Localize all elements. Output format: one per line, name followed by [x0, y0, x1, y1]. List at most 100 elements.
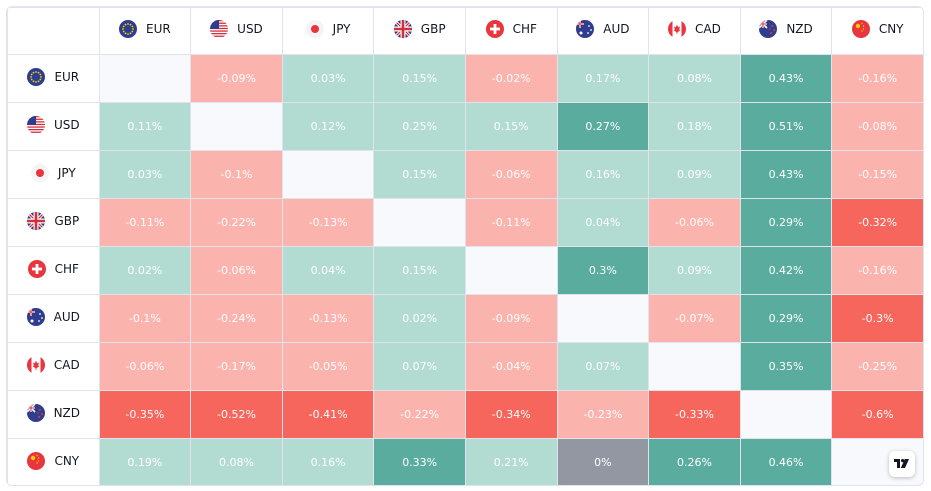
rate-cell[interactable]: -0.11% [98, 198, 192, 247]
currency-code-label: USD [237, 22, 263, 36]
rate-cell[interactable]: -0.08% [831, 102, 923, 151]
rate-cell[interactable]: -0.13% [281, 294, 375, 343]
rate-cell[interactable]: 0.07% [556, 342, 650, 391]
rate-cell[interactable]: 0.08% [190, 438, 283, 485]
rate-cell[interactable]: 0.33% [373, 438, 466, 485]
rate-cell[interactable]: 0.17% [556, 54, 650, 103]
rate-cell[interactable]: 0.18% [648, 102, 741, 151]
row-header-cny[interactable]: CNY [7, 438, 100, 485]
rate-cell[interactable]: -0.23% [556, 390, 650, 439]
row-header-chf[interactable]: CHF [7, 246, 100, 295]
rate-cell[interactable]: -0.1% [190, 150, 283, 199]
column-header-chf[interactable]: CHF [464, 7, 558, 55]
rate-cell[interactable]: 0.07% [373, 342, 466, 391]
rate-cell[interactable]: 0.19% [98, 438, 192, 485]
rate-cell[interactable]: -0.6% [831, 390, 923, 439]
rate-cell[interactable]: -0.06% [648, 198, 741, 247]
column-header-gbp[interactable]: GBP [373, 7, 466, 55]
row-header-usd[interactable]: USD [7, 102, 100, 151]
rate-cell[interactable]: -0.11% [464, 198, 558, 247]
rate-cell[interactable]: -0.09% [190, 54, 283, 103]
gb-flag-icon [393, 20, 412, 38]
rate-cell[interactable]: -0.04% [464, 342, 558, 391]
rate-cell[interactable]: -0.22% [190, 198, 283, 247]
nz-flag-icon [26, 403, 45, 422]
rate-cell[interactable]: -0.22% [373, 390, 466, 439]
row-header-nzd[interactable]: NZD [7, 390, 100, 439]
row-label-cad: CAD [26, 355, 80, 374]
row-label-cny: CNY [27, 451, 79, 470]
rate-cell[interactable]: 0.27% [556, 102, 650, 151]
ch-flag-icon [27, 259, 46, 278]
rate-cell[interactable]: -0.06% [190, 246, 283, 295]
rate-cell[interactable]: -0.05% [281, 342, 375, 391]
rate-cell[interactable]: 0.29% [739, 294, 833, 343]
rate-cell[interactable]: 0.42% [739, 246, 833, 295]
rate-cell[interactable]: 0% [556, 438, 650, 485]
rate-cell[interactable]: 0.26% [648, 438, 741, 485]
rate-cell[interactable]: -0.35% [98, 390, 192, 439]
cn-flag-icon [27, 451, 46, 470]
rate-cell[interactable]: 0.3% [556, 246, 650, 295]
column-header-nzd[interactable]: NZD [739, 7, 833, 55]
rate-cell[interactable]: 0.21% [464, 438, 558, 485]
rate-cell[interactable]: -0.09% [464, 294, 558, 343]
rate-cell[interactable]: -0.06% [98, 342, 192, 391]
row-header-gbp[interactable]: GBP [7, 198, 100, 247]
rate-cell[interactable]: -0.02% [464, 54, 558, 103]
rate-cell[interactable]: 0.12% [281, 102, 375, 151]
rate-cell[interactable]: -0.41% [281, 390, 375, 439]
rate-cell[interactable]: 0.03% [281, 54, 375, 103]
column-header-jpy[interactable]: JPY [281, 7, 375, 55]
rate-cell[interactable]: -0.34% [464, 390, 558, 439]
column-header-eur[interactable]: EUR [98, 7, 192, 55]
rate-cell[interactable]: -0.52% [190, 390, 283, 439]
ch-flag-icon [485, 20, 504, 38]
rate-cell[interactable]: 0.15% [373, 246, 466, 295]
column-header-cad[interactable]: CAD [648, 7, 741, 55]
rate-cell[interactable]: -0.32% [831, 198, 923, 247]
rate-cell[interactable]: -0.16% [831, 54, 923, 103]
row-header-cad[interactable]: CAD [7, 342, 100, 391]
rate-cell[interactable]: 0.08% [648, 54, 741, 103]
rate-cell[interactable]: 0.35% [739, 342, 833, 391]
rate-cell[interactable]: 0.11% [98, 102, 192, 151]
rate-cell[interactable]: 0.09% [648, 150, 741, 199]
rate-cell[interactable]: -0.24% [190, 294, 283, 343]
rate-cell[interactable]: -0.25% [831, 342, 923, 391]
rate-cell[interactable]: -0.16% [831, 246, 923, 295]
rate-cell[interactable]: 0.16% [556, 150, 650, 199]
rate-cell[interactable]: 0.02% [98, 246, 192, 295]
column-header-usd[interactable]: USD [190, 7, 283, 55]
rate-cell[interactable]: 0.43% [739, 54, 833, 103]
column-header-aud[interactable]: AUD [556, 7, 650, 55]
rate-cell[interactable]: -0.15% [831, 150, 923, 199]
tradingview-logo-icon[interactable] [889, 451, 915, 477]
column-label-usd: USD [210, 20, 263, 38]
rate-cell[interactable]: 0.02% [373, 294, 466, 343]
rate-cell[interactable]: 0.43% [739, 150, 833, 199]
rate-cell[interactable]: 0.04% [556, 198, 650, 247]
rate-cell[interactable]: 0.15% [464, 102, 558, 151]
rate-cell[interactable]: -0.13% [281, 198, 375, 247]
rate-cell[interactable]: 0.15% [373, 150, 466, 199]
rate-cell[interactable]: 0.15% [373, 54, 466, 103]
row-header-jpy[interactable]: JPY [7, 150, 100, 199]
column-header-cny[interactable]: CNY [831, 7, 923, 55]
rate-cell[interactable]: 0.16% [281, 438, 375, 485]
rate-cell[interactable]: 0.29% [739, 198, 833, 247]
rate-cell[interactable]: 0.51% [739, 102, 833, 151]
rate-cell[interactable]: -0.3% [831, 294, 923, 343]
rate-cell[interactable]: 0.03% [98, 150, 192, 199]
rate-cell[interactable]: -0.06% [464, 150, 558, 199]
rate-cell[interactable]: -0.33% [648, 390, 741, 439]
rate-cell[interactable]: 0.46% [739, 438, 833, 485]
rate-cell[interactable]: 0.25% [373, 102, 466, 151]
row-header-aud[interactable]: AUD [7, 294, 100, 343]
rate-cell[interactable]: 0.04% [281, 246, 375, 295]
rate-cell[interactable]: -0.17% [190, 342, 283, 391]
rate-cell[interactable]: -0.07% [648, 294, 741, 343]
rate-cell[interactable]: 0.09% [648, 246, 741, 295]
row-header-eur[interactable]: EUR [7, 54, 100, 103]
rate-cell[interactable]: -0.1% [98, 294, 192, 343]
